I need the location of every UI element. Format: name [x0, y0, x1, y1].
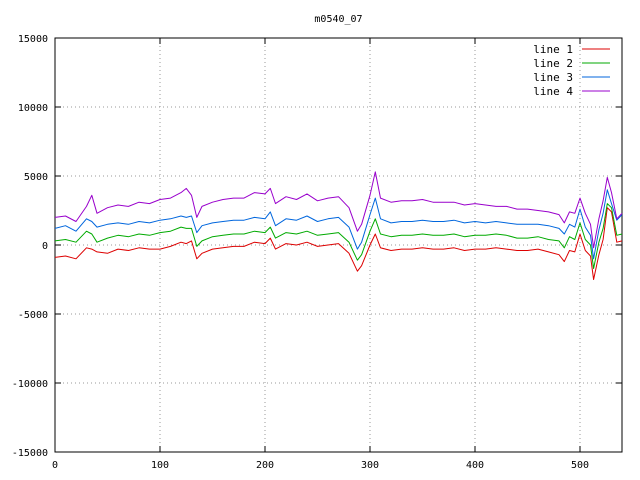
x-tick-label: 100: [151, 460, 169, 471]
x-tick-label: 300: [361, 460, 379, 471]
series-lines: [54, 171, 623, 280]
grid-lines: [55, 38, 622, 452]
x-tick-label: 200: [256, 460, 274, 471]
y-tick-label: -15000: [12, 448, 48, 459]
y-tick-label: 15000: [18, 34, 48, 45]
chart-title: m0540_07: [314, 14, 362, 25]
tick-labels: 0 100 200 300 400 500 -15000 -10000 -5000 0 5000 10…: [12, 34, 622, 471]
x-tick-label: 0: [52, 460, 58, 471]
plot-frame: [54, 37, 623, 453]
y-tick-label: 5000: [24, 172, 48, 183]
y-tick-label: 0: [42, 241, 48, 252]
plot-border: [54, 37, 623, 453]
y-tick-label: 10000: [18, 103, 48, 114]
y-tick-label: -5000: [18, 310, 48, 321]
series-line-1: [54, 207, 623, 280]
series-line-3: [54, 189, 623, 260]
x-tick-label: 400: [466, 460, 484, 471]
y-tick-label: -10000: [12, 379, 48, 390]
legend-label: line 1: [533, 43, 573, 56]
legend-label: line 2: [533, 57, 573, 70]
series-line-4: [54, 171, 623, 249]
series-line-2: [54, 203, 623, 269]
x-tick-label: 500: [571, 460, 589, 471]
legend-label: line 3: [533, 71, 573, 84]
legend-label: line 4: [533, 85, 573, 98]
